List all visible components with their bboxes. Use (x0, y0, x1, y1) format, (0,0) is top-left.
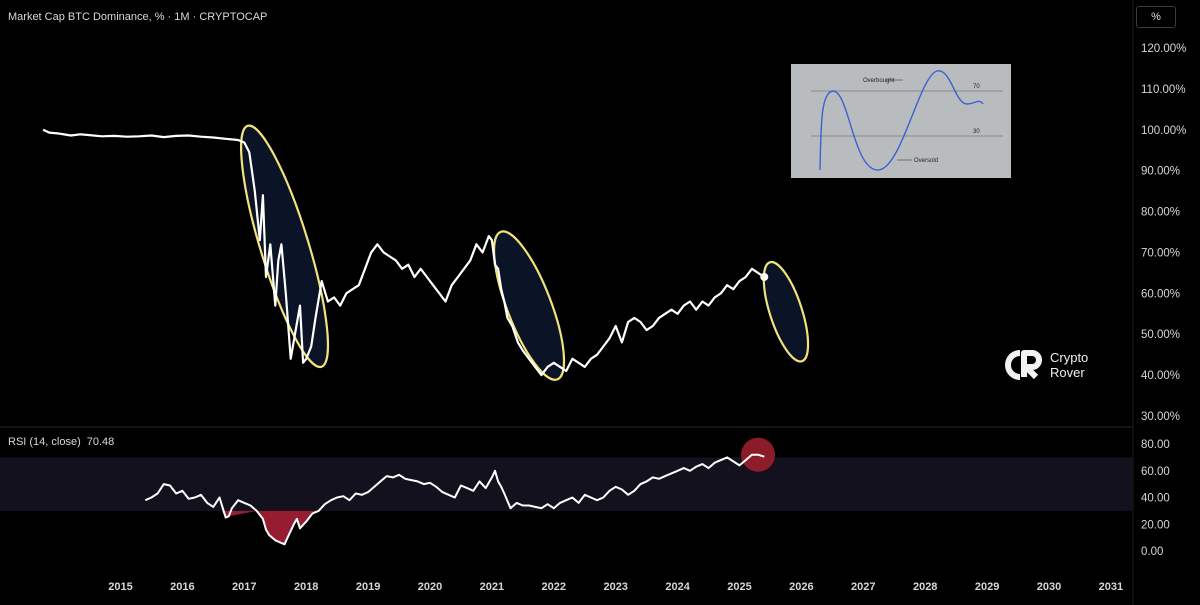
x-tick-label: 2019 (356, 581, 380, 593)
x-tick-label: 2015 (108, 581, 132, 593)
rsi-tick-label: 20.00 (1141, 519, 1170, 531)
x-tick-label: 2031 (1099, 581, 1123, 593)
rsi-explainer-graphic: Overbought Oversold 70 30 (811, 70, 1003, 171)
inset-level-70: 70 (973, 84, 980, 90)
rsi-tick-label: 80.00 (1141, 439, 1170, 451)
inset-wave (819, 70, 984, 171)
inset-level-30: 30 (973, 129, 980, 135)
x-tick-label: 2024 (665, 581, 690, 593)
inset-oversold-label: Oversold (914, 158, 938, 164)
y-tick-label: 110.00% (1141, 84, 1186, 96)
highlight-ellipse-2021 (492, 230, 566, 381)
x-tick-label: 2022 (542, 581, 566, 593)
y-tick-label: 80.00% (1141, 207, 1180, 219)
highlight-ellipse-2025 (762, 260, 810, 363)
y-tick-label: 120.00% (1141, 43, 1186, 55)
x-tick-label: 2029 (975, 581, 999, 593)
inset-overbought-label: Overbought (863, 78, 895, 84)
rsi-tick-label: 60.00 (1141, 466, 1170, 478)
y-tick-label: 90.00% (1141, 166, 1180, 178)
x-tick-label: 2017 (232, 581, 256, 593)
endpoint-dot (760, 272, 769, 281)
rsi-line (144, 453, 765, 546)
y-tick-label: 40.00% (1141, 370, 1180, 382)
y-tick-label: 30.00% (1141, 411, 1180, 423)
logo-line-1: Crypto (1050, 350, 1089, 365)
x-tick-label: 2020 (418, 581, 442, 593)
y-tick-label: 70.00% (1141, 247, 1180, 259)
y-tick-label: 100.00% (1141, 125, 1186, 137)
y-tick-label: 60.00% (1141, 288, 1180, 300)
x-tick-label: 2027 (851, 581, 875, 593)
dominance-line (42, 128, 765, 377)
rsi-oversold-fill (221, 510, 323, 545)
x-tick-label: 2021 (480, 581, 504, 593)
x-tick-label: 2026 (789, 581, 813, 593)
x-tick-label: 2016 (170, 581, 194, 593)
highlight-ellipse-2017 (240, 124, 330, 369)
rsi-tick-label: 0.00 (1141, 546, 1163, 558)
x-tick-label: 2023 (603, 581, 627, 593)
rsi-legend: RSI (14, close) 70.48 (8, 436, 120, 448)
x-tick-label: 2018 (294, 581, 318, 593)
logo-line-2: Rover (1050, 365, 1085, 380)
rsi-legend-value: 70.48 (86, 436, 115, 448)
x-tick-label: 2028 (913, 581, 937, 593)
percent-scale-button[interactable]: % (1136, 6, 1176, 28)
y-tick-label: 50.00% (1141, 329, 1180, 341)
x-tick-label: 2030 (1037, 581, 1061, 593)
cr-logo-icon (1005, 350, 1042, 380)
rsi-legend-name: RSI (14, close) (8, 436, 81, 448)
crypto-rover-logo: Crypto Rover (1004, 350, 1088, 380)
rsi-band (0, 457, 1133, 511)
rsi-explainer-inset: Overbought Oversold 70 30 (791, 64, 1011, 178)
x-tick-label: 2025 (727, 581, 751, 593)
rsi-tick-label: 40.00 (1141, 493, 1170, 505)
chart-title: Market Cap BTC Dominance, % · 1M · CRYPT… (8, 11, 268, 23)
